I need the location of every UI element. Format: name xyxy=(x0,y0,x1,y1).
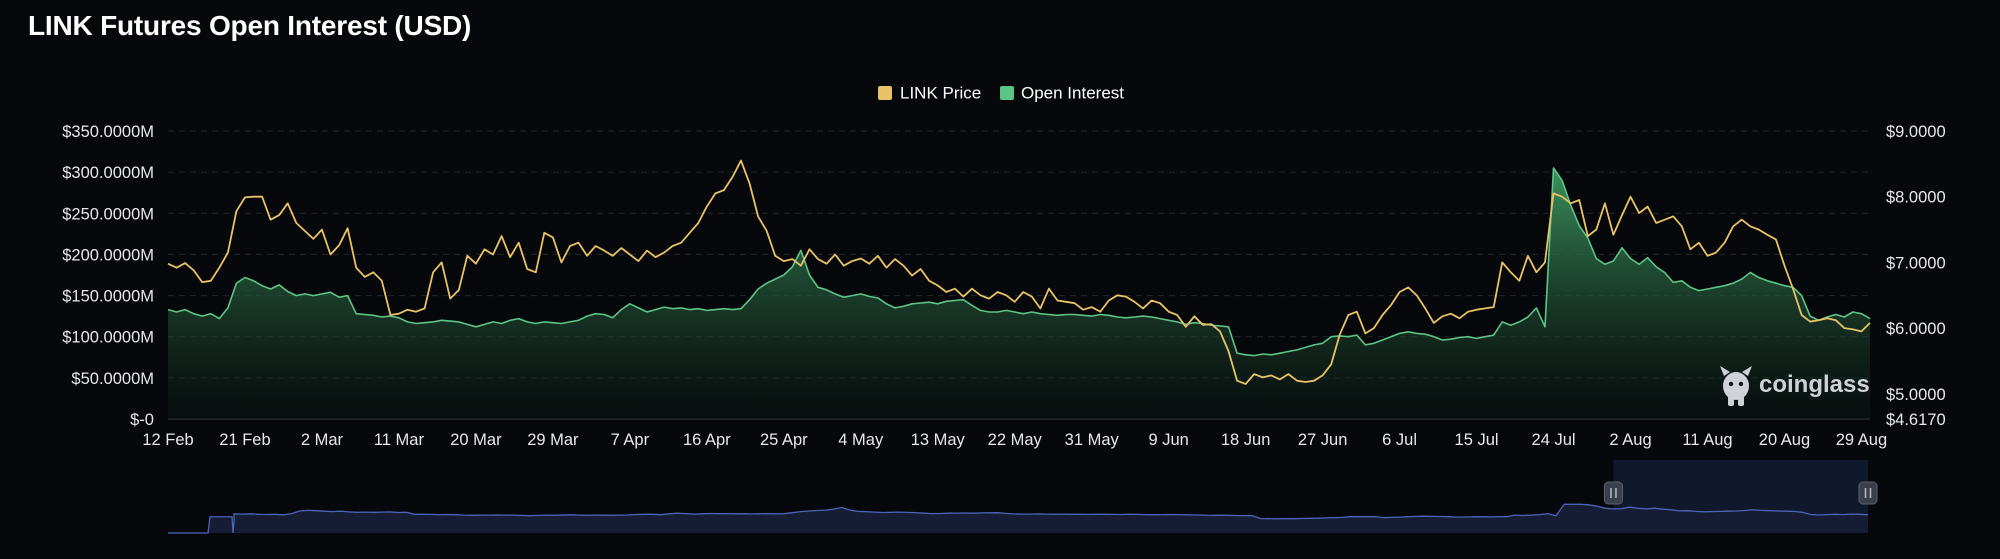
x-axis: 12 Feb 21 Feb 2 Mar 11 Mar 20 Mar 29 Mar 7 Apr… xyxy=(142,431,1887,449)
navigator-series xyxy=(168,503,1869,534)
y-left-tick-label: $250.0000M xyxy=(62,205,154,223)
y-left-tick-label: $100.0000M xyxy=(62,329,154,347)
open-interest-area xyxy=(168,168,1870,419)
y-left-tick-label: $-0 xyxy=(130,411,154,429)
y-left-tick-label: $350.0000M xyxy=(62,123,154,141)
open-interest-line xyxy=(167,167,1871,357)
y-left-tick-label: $50.0000M xyxy=(71,370,154,388)
navigator-line xyxy=(168,503,1869,534)
x-tick-label: 31 May xyxy=(1065,431,1120,449)
x-tick-label: 9 Jun xyxy=(1148,431,1188,449)
y-right-tick-label: $8.0000 xyxy=(1886,189,1946,207)
legend-label: LINK Price xyxy=(900,84,981,103)
x-tick-label: 4 May xyxy=(838,431,884,449)
legend-item-link-price[interactable]: LINK Price xyxy=(878,84,981,103)
link-price-series xyxy=(167,159,1871,385)
y-left-tick-label: $300.0000M xyxy=(62,164,154,182)
y-right-tick-label: $6.0000 xyxy=(1886,320,1946,338)
open-interest-series xyxy=(167,167,1871,419)
y-right-tick-label: $5.0000 xyxy=(1886,386,1946,404)
coinglass-watermark: coinglass xyxy=(1720,366,1870,406)
navigator[interactable] xyxy=(168,460,1878,534)
x-tick-label: 12 Feb xyxy=(142,431,193,449)
legend-item-open-interest[interactable]: Open Interest xyxy=(1000,84,1124,103)
navigator-handle-left-icon[interactable] xyxy=(1603,481,1623,505)
x-tick-label: 29 Mar xyxy=(527,431,579,449)
legend: LINK Price Open Interest xyxy=(878,84,1124,103)
navigator-handle-right-icon[interactable] xyxy=(1858,481,1878,505)
x-tick-label: 20 Aug xyxy=(1759,431,1810,449)
x-tick-label: 13 May xyxy=(911,431,966,449)
x-tick-label: 21 Feb xyxy=(219,431,270,449)
x-tick-label: 11 Aug xyxy=(1682,431,1732,449)
y-left-tick-label: $150.0000M xyxy=(62,288,154,306)
x-tick-label: 25 Apr xyxy=(760,431,808,449)
x-tick-label: 11 Mar xyxy=(374,431,425,449)
x-tick-label: 24 Jul xyxy=(1532,431,1576,449)
x-tick-label: 15 Jul xyxy=(1455,431,1499,449)
x-tick-label: 16 Apr xyxy=(683,431,731,449)
x-tick-label: 22 May xyxy=(988,431,1043,449)
watermark-brand: coinglass xyxy=(1759,371,1870,398)
x-tick-label: 29 Aug xyxy=(1836,431,1887,449)
x-tick-label: 7 Apr xyxy=(611,431,650,449)
navigator-area xyxy=(168,504,1868,533)
y-left-tick-label: $200.0000M xyxy=(62,246,154,264)
x-tick-label: 27 Jun xyxy=(1298,431,1348,449)
x-tick-label: 18 Jun xyxy=(1221,431,1271,449)
coinglass-logo-icon xyxy=(1720,366,1752,406)
y-right-tick-label: $4.6170 xyxy=(1886,411,1946,429)
link-price-line xyxy=(167,159,1871,385)
y-axis-right: $4.6170 $5.0000 $6.0000 $7.0000 $8.0000 $9.00… xyxy=(1886,123,1946,429)
legend-square-icon xyxy=(1000,86,1014,100)
navigator-handles[interactable] xyxy=(1603,481,1878,505)
page-title: LINK Futures Open Interest (USD) xyxy=(28,10,472,41)
x-tick-label: 6 Jul xyxy=(1382,431,1417,449)
x-tick-label: 20 Mar xyxy=(450,431,502,449)
x-tick-label: 2 Aug xyxy=(1609,431,1651,449)
legend-square-icon xyxy=(878,86,892,100)
y-right-tick-label: $9.0000 xyxy=(1886,123,1946,141)
legend-label: Open Interest xyxy=(1021,84,1124,103)
x-tick-label: 2 Mar xyxy=(301,431,344,449)
y-right-tick-label: $7.0000 xyxy=(1886,254,1946,272)
y-axis-left: $-0 $50.0000M $100.0000M $150.0000M $200.000… xyxy=(62,123,154,429)
